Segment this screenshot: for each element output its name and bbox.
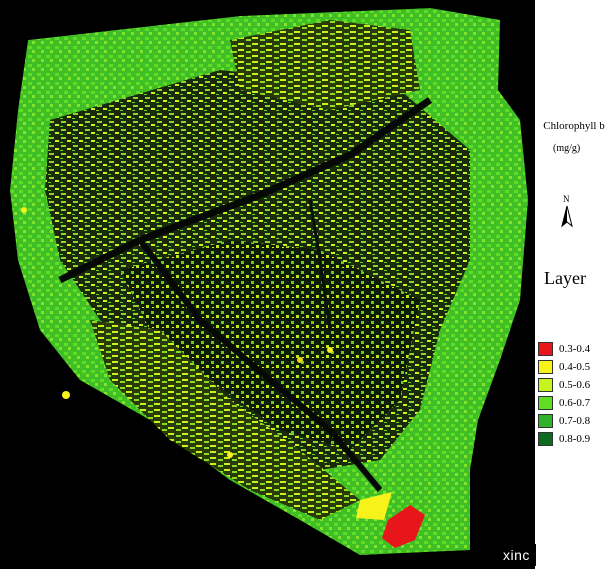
north-arrow-icon: N xyxy=(559,192,575,232)
legend-swatch xyxy=(538,360,553,374)
legend-panel: Chlorophyll b (mg/g) N Layer 0.3-0.4 0.4-… xyxy=(535,0,613,569)
legend-item-label: 0.6-0.7 xyxy=(559,397,591,409)
watermark-text: xinc xyxy=(497,544,536,566)
legend-item: 0.4-0.5 xyxy=(538,359,613,376)
legend-swatch xyxy=(538,432,553,446)
hotspot-yellow xyxy=(356,492,392,520)
canal-diagonal xyxy=(58,97,432,284)
water-southwest xyxy=(0,470,260,569)
legend-swatch xyxy=(538,378,553,392)
hotspot-red xyxy=(382,505,425,548)
legend-item: 0.8-0.9 xyxy=(538,431,613,448)
field-block-central xyxy=(120,240,420,450)
legend-item-label: 0.3-0.4 xyxy=(559,343,591,355)
chlorophyll-map xyxy=(0,0,535,569)
legend-item: 0.7-0.8 xyxy=(538,413,613,430)
legend-item: 0.6-0.7 xyxy=(538,395,613,412)
map-canvas xyxy=(0,8,528,569)
field-block-top xyxy=(230,20,420,110)
north-label: N xyxy=(563,194,570,204)
field-block-south xyxy=(90,320,360,520)
legend-unit: (mg/g) xyxy=(553,143,581,154)
legend-swatch xyxy=(538,414,553,428)
legend-item-label: 0.7-0.8 xyxy=(559,415,591,427)
legend-item-label: 0.5-0.6 xyxy=(559,379,591,391)
canal-minor xyxy=(308,199,332,331)
legend-item: 0.3-0.4 xyxy=(538,341,613,358)
canal-south xyxy=(137,238,383,492)
legend-swatch xyxy=(538,342,553,356)
legend-item-label: 0.4-0.5 xyxy=(559,361,591,373)
legend-item-label: 0.8-0.9 xyxy=(559,433,591,445)
legend-item: 0.5-0.6 xyxy=(538,377,613,394)
layer-label: Layer xyxy=(544,268,586,288)
legend-title: Chlorophyll b xyxy=(543,120,605,132)
legend-swatch xyxy=(538,396,553,410)
